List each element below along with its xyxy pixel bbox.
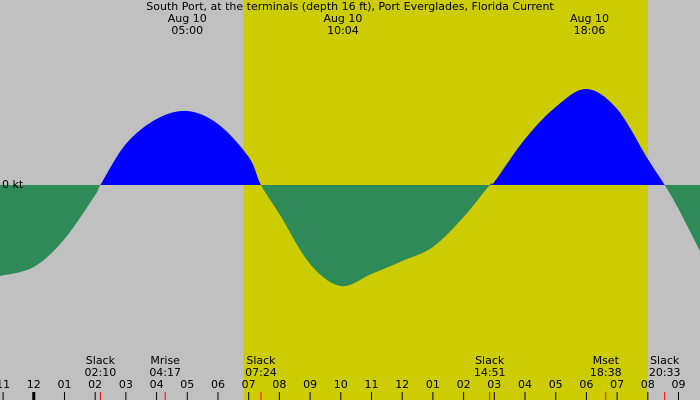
x-tick-label: 09 [303, 378, 317, 391]
x-tick-label: 01 [426, 378, 440, 391]
x-tick-label: 06 [579, 378, 593, 391]
x-tick-label: 08 [272, 378, 286, 391]
x-tick-label: 10 [334, 378, 348, 391]
event-name: Slack [246, 354, 276, 367]
x-tick-label: 07 [242, 378, 256, 391]
flood-area [0, 88, 700, 185]
x-tick-label: 03 [119, 378, 133, 391]
event-time: 02:10 [85, 366, 117, 379]
event-time: 18:38 [590, 366, 622, 379]
event-name: Slack [86, 354, 116, 367]
chart-title: South Port, at the terminals (depth 16 f… [146, 0, 554, 13]
x-tick-label: 11 [0, 378, 10, 391]
x-tick-label: 02 [457, 378, 471, 391]
y-tick-label: 0 kt [2, 178, 24, 191]
event-name: Mrise [150, 354, 180, 367]
peak-time: 18:06 [574, 24, 606, 37]
x-tick-label: 12 [27, 378, 41, 391]
peak-date: Aug 10 [570, 12, 609, 25]
x-tick-label: 04 [150, 378, 164, 391]
x-tick-label: 09 [672, 378, 686, 391]
x-tick-label: 11 [364, 378, 378, 391]
event-time: 20:33 [649, 366, 681, 379]
x-tick-label: 04 [518, 378, 532, 391]
x-tick-label: 07 [610, 378, 624, 391]
x-tick-label: 05 [549, 378, 563, 391]
x-tick-label: 01 [57, 378, 71, 391]
peak-date: Aug 10 [168, 12, 207, 25]
x-tick-label: 08 [641, 378, 655, 391]
x-tick-label: 12 [395, 378, 409, 391]
peak-date: Aug 10 [323, 12, 362, 25]
ebb-area [0, 185, 700, 287]
event-name: Mset [593, 354, 620, 367]
event-time: 07:24 [245, 366, 277, 379]
event-time: 14:51 [474, 366, 506, 379]
peak-time: 05:00 [171, 24, 203, 37]
x-tick-label: 05 [180, 378, 194, 391]
x-tick-label: 03 [487, 378, 501, 391]
event-name: Slack [650, 354, 680, 367]
event-time: 04:17 [149, 366, 181, 379]
x-tick-label: 06 [211, 378, 225, 391]
peak-time: 10:04 [327, 24, 359, 37]
x-tick-label: 02 [88, 378, 102, 391]
event-name: Slack [475, 354, 505, 367]
